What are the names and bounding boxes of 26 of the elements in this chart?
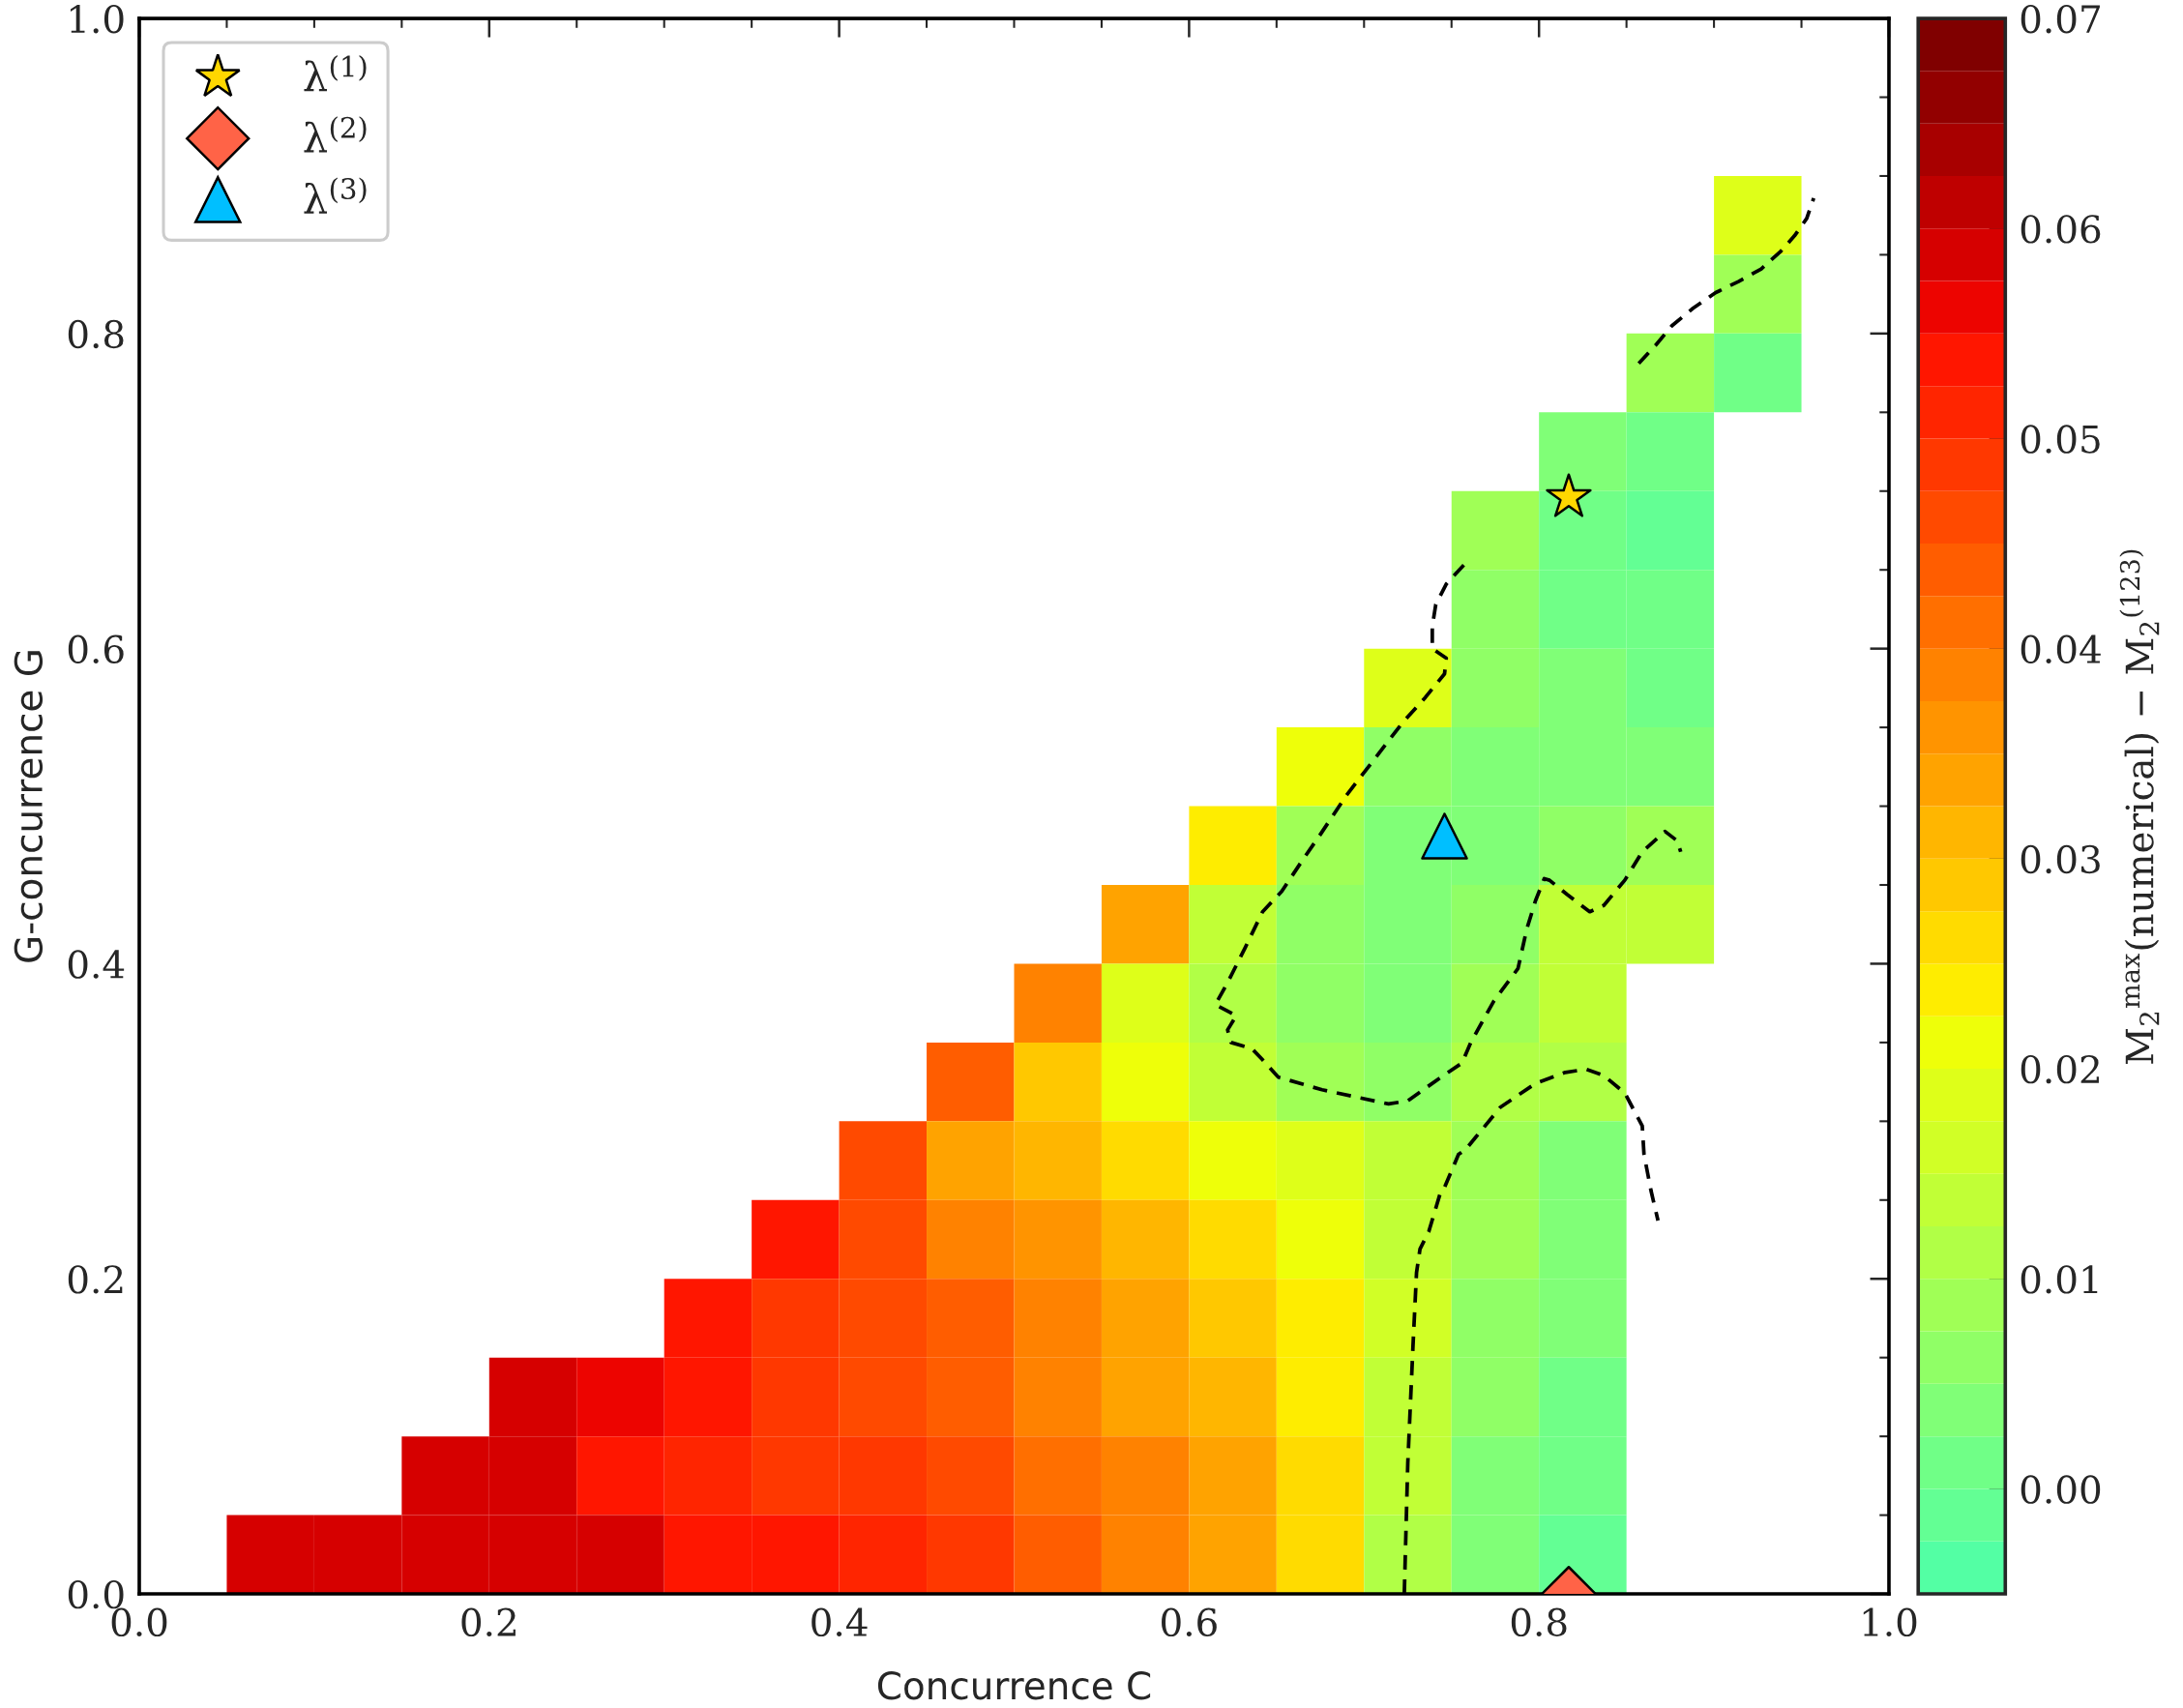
color-bar-label: 0.04 <box>2021 634 2101 663</box>
y-axis-title: G-concurrence G <box>14 651 44 962</box>
y-tick-label: 0.6 <box>68 634 124 663</box>
x-tick-label: 0.2 <box>461 1607 516 1637</box>
color-bar-label: 0.06 <box>2021 215 2101 244</box>
y-tick-label: 0.0 <box>68 1579 124 1609</box>
y-tick-label: 0.8 <box>68 319 124 349</box>
legend-label: λ$^{(3)}$ <box>304 177 367 214</box>
legend-label: λ$^{(1)}$ <box>304 54 367 92</box>
color-bar-label: 0.01 <box>2021 1265 2098 1294</box>
x-axis-title: Concurrence C <box>877 1671 1151 1700</box>
x-tick-label: 0.8 <box>1511 1607 1567 1637</box>
y-tick-label: 1.0 <box>71 4 124 34</box>
x-tick-label: 0.4 <box>811 1607 868 1637</box>
color-bar-label: 0.05 <box>2021 425 2100 454</box>
color-bar-label: 0.03 <box>2021 844 2100 874</box>
x-tick-label: 0.0 <box>111 1607 167 1637</box>
x-tick-label: 0.6 <box>1162 1607 1217 1637</box>
color-bar-label: 0.02 <box>2021 1054 2099 1084</box>
x-tick-label: 1.0 <box>1863 1607 1917 1637</box>
color-bar-title: M$_{2}$$^{max}$(numerical) − M$_{2}$$^{(123)}$ <box>2119 549 2160 1064</box>
y-tick-label: 0.4 <box>68 950 125 979</box>
color-bar-label: 0.00 <box>2021 1475 2101 1504</box>
y-tick-label: 0.2 <box>68 1265 123 1294</box>
color-bar-label: 0.07 <box>2021 4 2100 34</box>
legend-label: λ$^{(2)}$ <box>304 116 367 153</box>
